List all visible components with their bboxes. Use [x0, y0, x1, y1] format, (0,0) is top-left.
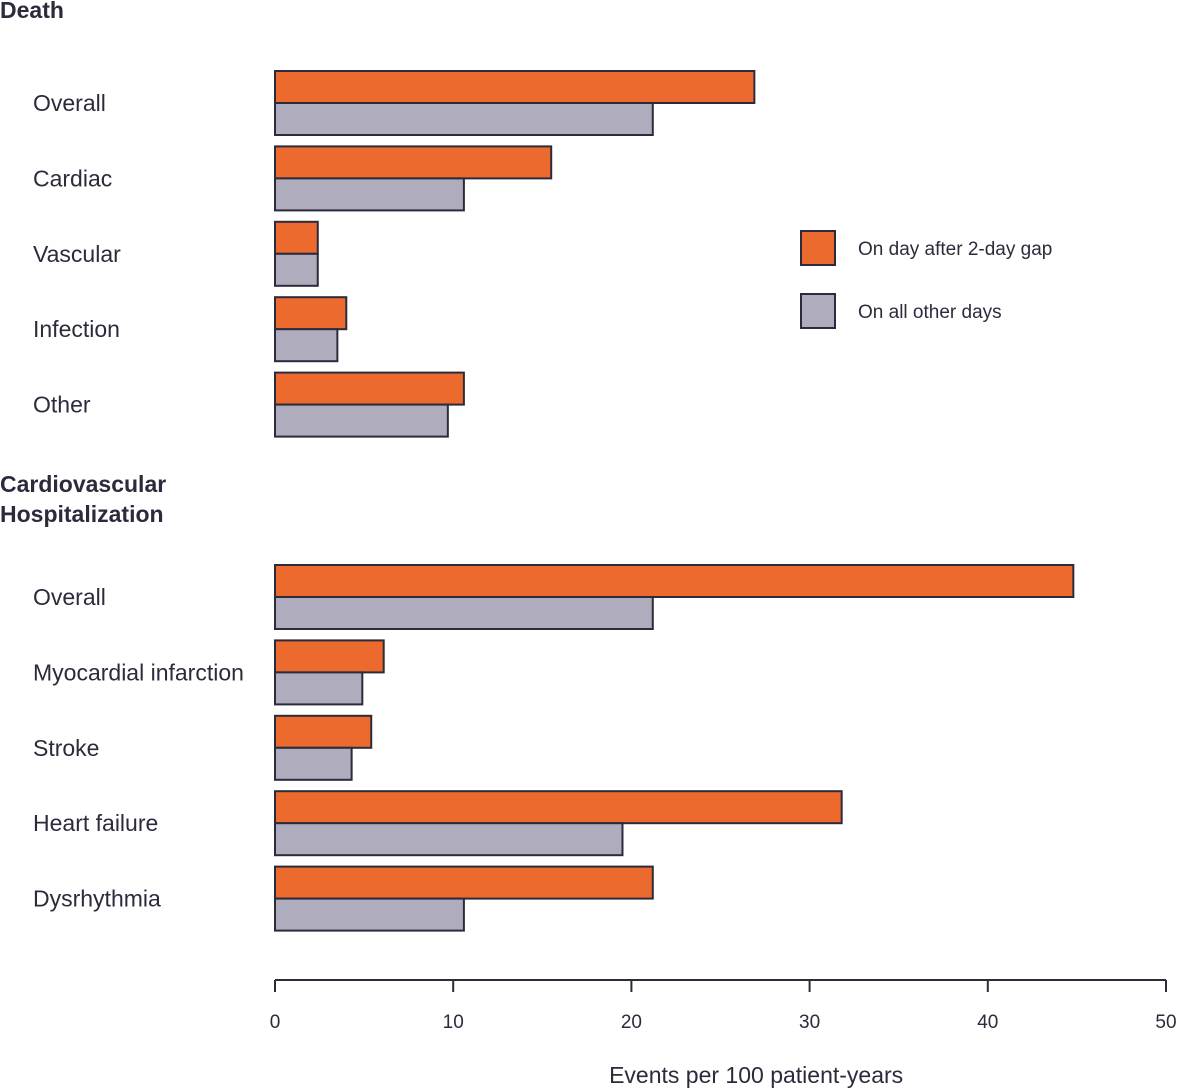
- category-label-death-vascular: Vascular: [33, 241, 121, 267]
- bar-death-cardiac-other-days: [274, 177, 465, 212]
- bar-death-cardiac-after-gap: [274, 145, 553, 180]
- bar-cardiovascular-hospitalization-overall-after-gap: [274, 564, 1075, 598]
- x-axis-title: Events per 100 patient-years: [609, 1062, 903, 1088]
- bar-death-overall-after-gap: [274, 70, 756, 104]
- chart-sections: Death Overall Cardiac Vascular Infection Othe…: [0, 0, 244, 912]
- category-label-cardiovascular-hospitalization-overall: Overall: [33, 584, 106, 610]
- bar-death-infection-after-gap: [274, 296, 348, 331]
- category-label-death-overall: Overall: [33, 90, 106, 116]
- x-tick-label-30: 30: [799, 1012, 820, 1033]
- bar-cardiovascular-hospitalization-myocardial-infarction-after-gap: [274, 639, 385, 674]
- bar-death-vascular-after-gap: [274, 220, 319, 255]
- bar-cardiovascular-hospitalization-dysrhythmia-other-days: [274, 897, 465, 932]
- x-tick-label-20: 20: [621, 1012, 642, 1033]
- x-tick-label-10: 10: [443, 1012, 464, 1033]
- category-label-cardiovascular-hospitalization-stroke: Stroke: [33, 735, 99, 761]
- bar-cardiovascular-hospitalization-stroke-after-gap: [274, 714, 373, 749]
- section-title-cardiovascular-hospitalization-line-1: Cardiovascular: [0, 471, 166, 497]
- bar-cardiovascular-hospitalization-dysrhythmia-after-gap: [274, 865, 654, 900]
- legend: On day after 2-day gap On all other days: [800, 230, 1052, 329]
- bar-cardiovascular-hospitalization-heart-failure-after-gap: [274, 790, 843, 825]
- x-tick-label-0: 0: [270, 1012, 281, 1033]
- category-label-cardiovascular-hospitalization-heart-failure: Heart failure: [33, 810, 158, 836]
- x-tick-label-40: 40: [977, 1012, 998, 1033]
- x-tick-label-50: 50: [1155, 1012, 1176, 1033]
- category-label-death-infection: Infection: [33, 316, 120, 342]
- bar-death-other-after-gap: [274, 371, 465, 406]
- section-title-death: Death: [0, 0, 64, 23]
- legend-label-2: On all other days: [858, 302, 1002, 323]
- bar-death-overall-other-days: [274, 102, 654, 136]
- bar-cardiovascular-hospitalization-stroke-other-days: [274, 746, 353, 781]
- chart-bars: [274, 70, 1075, 932]
- category-label-cardiovascular-hospitalization-dysrhythmia: Dysrhythmia: [33, 886, 161, 912]
- bar-cardiovascular-hospitalization-heart-failure-other-days: [274, 822, 624, 857]
- legend-swatch-1: [800, 230, 836, 266]
- category-label-cardiovascular-hospitalization-myocardial-infarction: Myocardial infarction: [33, 659, 244, 685]
- x-axis: 0 10 20 30 40 50 Events per 100 patient-years: [270, 979, 1177, 1088]
- legend-label-1: On day after 2-day gap: [858, 239, 1052, 260]
- bar-death-vascular-other-days: [274, 252, 319, 287]
- bar-cardiovascular-hospitalization-overall-other-days: [274, 596, 654, 630]
- bar-death-infection-other-days: [274, 328, 339, 363]
- section-title-cardiovascular-hospitalization-line-2: Hospitalization: [0, 501, 164, 527]
- bar-cardiovascular-hospitalization-myocardial-infarction-other-days: [274, 671, 364, 706]
- legend-swatch-2: [800, 293, 836, 329]
- category-label-death-cardiac: Cardiac: [33, 165, 112, 191]
- bar-death-other-other-days: [274, 403, 449, 438]
- category-label-death-other: Other: [33, 392, 91, 418]
